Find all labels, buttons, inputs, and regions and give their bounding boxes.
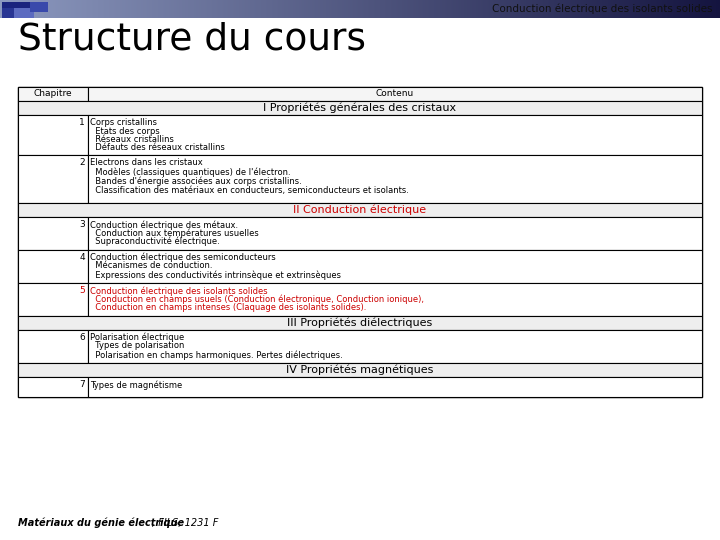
Bar xyxy=(30,2,48,12)
Text: , FILS, 1231 F: , FILS, 1231 F xyxy=(152,518,218,528)
Text: Conduction électrique des métaux.: Conduction électrique des métaux. xyxy=(90,220,238,229)
Text: IV Propriétés magnétiques: IV Propriétés magnétiques xyxy=(287,364,433,375)
Text: III Propriétés diélectriques: III Propriétés diélectriques xyxy=(287,318,433,328)
Text: Electrons dans les cristaux: Electrons dans les cristaux xyxy=(90,158,203,167)
Text: 1: 1 xyxy=(79,118,85,127)
Bar xyxy=(18,155,88,203)
Text: Conduction en champs intenses (Claquage des isolants solides).: Conduction en champs intenses (Claquage … xyxy=(90,303,366,312)
Text: Polarisation électrique: Polarisation électrique xyxy=(90,333,184,342)
Bar xyxy=(18,363,702,377)
Bar xyxy=(88,115,702,155)
Text: Bandes d'énergie associées aux corps cristallins.: Bandes d'énergie associées aux corps cri… xyxy=(90,177,302,186)
Bar xyxy=(18,203,702,217)
Bar xyxy=(2,2,30,15)
Bar xyxy=(12,8,34,18)
Bar xyxy=(88,250,702,283)
Bar xyxy=(18,87,88,101)
Text: Modèles (classiques quantiques) de l'électron.: Modèles (classiques quantiques) de l'éle… xyxy=(90,167,291,177)
Text: Conduction aux températures usuelles: Conduction aux températures usuelles xyxy=(90,228,258,238)
Text: Conduction en champs usuels (Conduction électronique, Conduction ionique),: Conduction en champs usuels (Conduction … xyxy=(90,294,424,304)
Bar xyxy=(88,155,702,203)
Text: Conduction électrique des isolants solides: Conduction électrique des isolants solid… xyxy=(492,4,712,15)
Text: Expressions des conductivités intrinsèque et extrinsèques: Expressions des conductivités intrinsèqu… xyxy=(90,270,341,280)
Text: 3: 3 xyxy=(79,220,85,229)
Text: 2: 2 xyxy=(79,158,85,167)
Text: Réseaux cristallins: Réseaux cristallins xyxy=(90,135,174,144)
Bar xyxy=(18,250,88,283)
Text: Supraconductivité électrique.: Supraconductivité électrique. xyxy=(90,237,220,246)
Text: Défauts des réseaux cristallins: Défauts des réseaux cristallins xyxy=(90,144,225,152)
Bar xyxy=(18,377,88,397)
Bar xyxy=(88,377,702,397)
Bar xyxy=(18,87,702,397)
Bar xyxy=(18,283,88,316)
Bar xyxy=(88,87,702,101)
Text: 7: 7 xyxy=(79,380,85,389)
Bar xyxy=(0,18,720,85)
Bar xyxy=(18,330,88,363)
Bar xyxy=(18,217,88,250)
Text: Polarisation en champs harmoniques. Pertes diélectriques.: Polarisation en champs harmoniques. Pert… xyxy=(90,350,343,360)
Text: 5: 5 xyxy=(79,286,85,295)
Text: Types de polarisation: Types de polarisation xyxy=(90,341,184,350)
Text: Conduction électrique des isolants solides: Conduction électrique des isolants solid… xyxy=(90,286,268,295)
Bar xyxy=(18,101,702,115)
Text: Etats des corps: Etats des corps xyxy=(90,126,160,136)
Text: 6: 6 xyxy=(79,333,85,342)
Text: 4: 4 xyxy=(79,253,85,262)
Text: Types de magnétisme: Types de magnétisme xyxy=(90,380,182,389)
Text: Structure du cours: Structure du cours xyxy=(18,21,366,57)
Text: Contenu: Contenu xyxy=(376,90,414,98)
Bar xyxy=(88,217,702,250)
Text: II Conduction électrique: II Conduction électrique xyxy=(294,205,426,215)
Text: Chapitre: Chapitre xyxy=(34,90,72,98)
Bar xyxy=(2,8,14,18)
Text: Corps cristallins: Corps cristallins xyxy=(90,118,157,127)
Bar xyxy=(18,115,88,155)
Bar xyxy=(88,330,702,363)
Text: Conduction électrique des semiconducteurs: Conduction électrique des semiconducteur… xyxy=(90,253,276,262)
Text: Matériaux du génie électrique: Matériaux du génie électrique xyxy=(18,518,184,529)
Text: Mécanismes de conduction.: Mécanismes de conduction. xyxy=(90,261,212,271)
Text: Classification des matériaux en conducteurs, semiconducteurs et isolants.: Classification des matériaux en conducte… xyxy=(90,186,409,195)
Text: I Propriétés générales des cristaux: I Propriétés générales des cristaux xyxy=(264,103,456,113)
Bar xyxy=(88,283,702,316)
Bar xyxy=(18,316,702,330)
